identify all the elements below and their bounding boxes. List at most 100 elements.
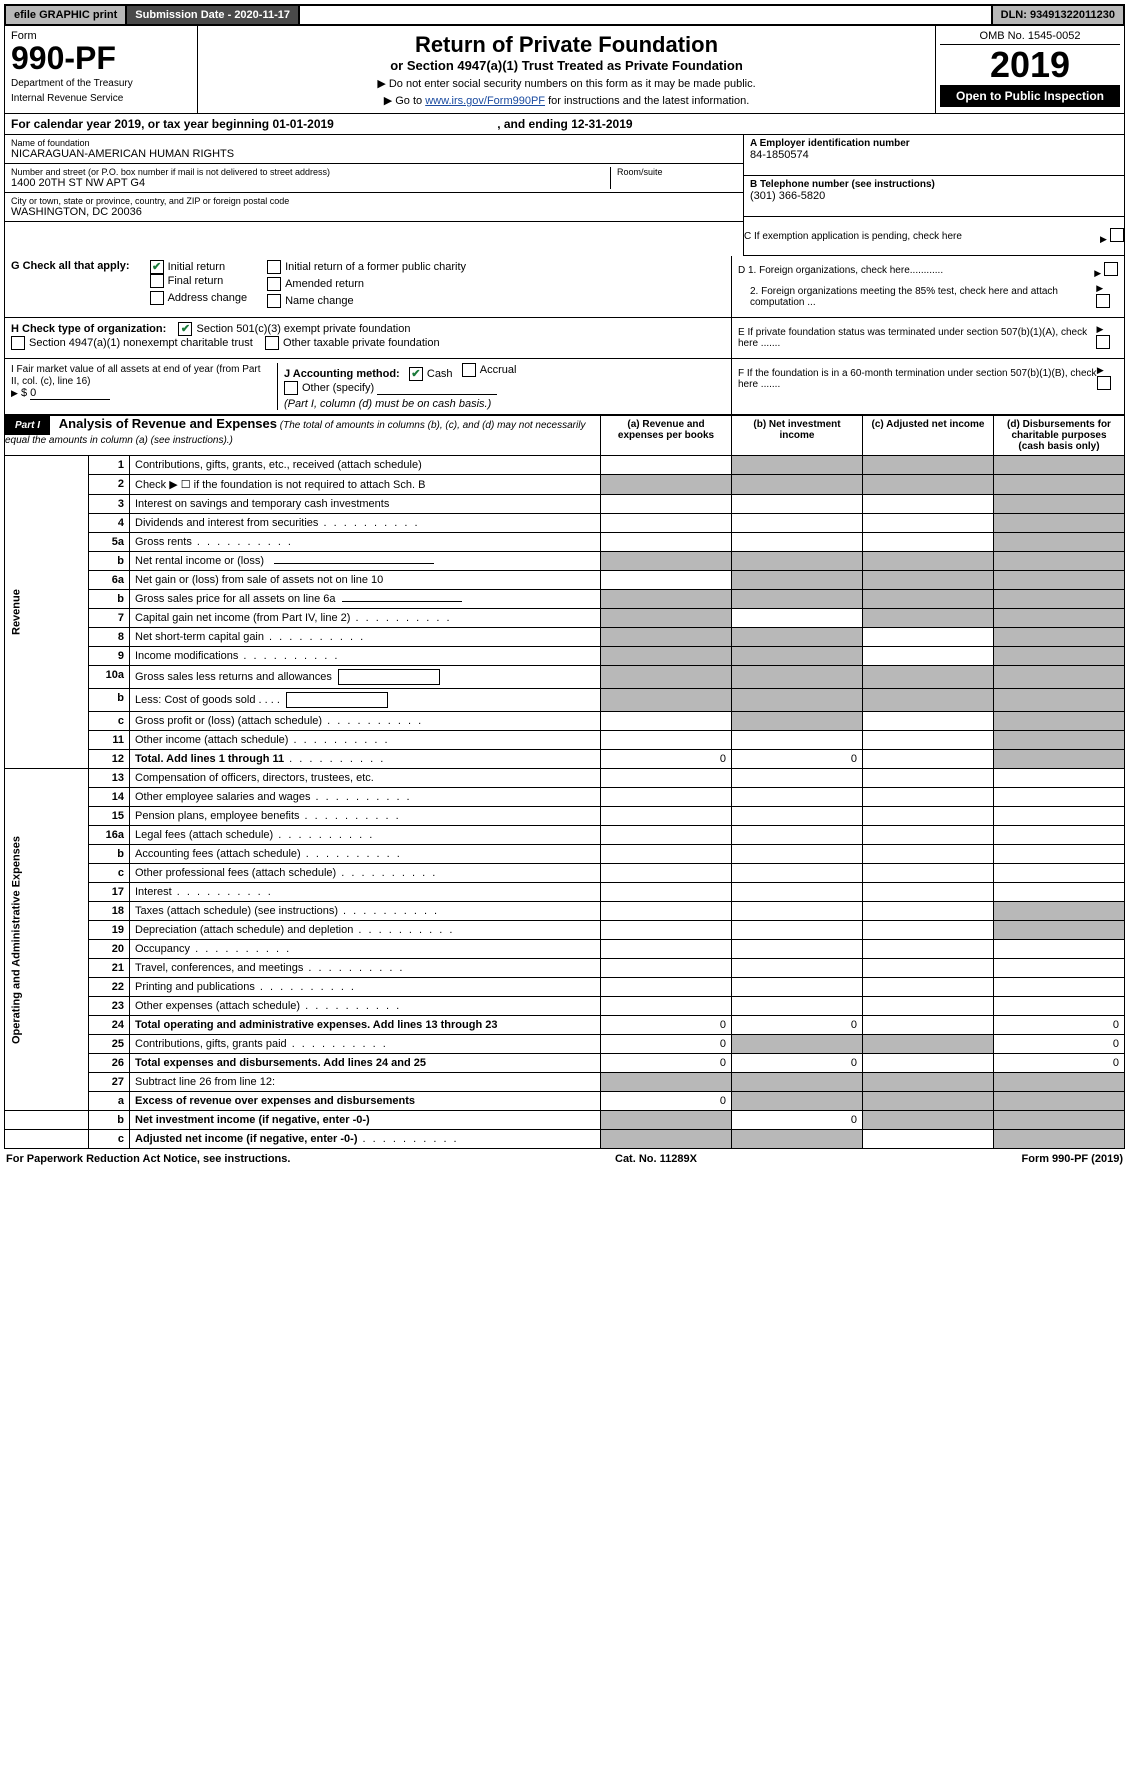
line-desc: Other professional fees (attach schedule… bbox=[130, 864, 601, 883]
cell-9d bbox=[994, 647, 1125, 666]
cell-8a bbox=[601, 628, 732, 647]
j-note: (Part I, column (d) must be on cash basi… bbox=[284, 398, 491, 410]
line-num: 22 bbox=[89, 978, 130, 997]
r27b-text: Net investment income (if negative, ente… bbox=[135, 1114, 370, 1126]
cell-7a bbox=[601, 609, 732, 628]
chk-name-box[interactable] bbox=[267, 294, 281, 308]
c-checkbox[interactable] bbox=[1110, 228, 1124, 242]
chk-amended-label: Amended return bbox=[285, 278, 364, 290]
row-22: 22Printing and publications bbox=[5, 978, 1125, 997]
row-26: 26Total expenses and disbursements. Add … bbox=[5, 1054, 1125, 1073]
phone-cell: B Telephone number (see instructions) (3… bbox=[744, 176, 1124, 217]
chk-initial[interactable]: Initial return bbox=[150, 260, 225, 274]
row-27b: bNet investment income (if negative, ent… bbox=[5, 1111, 1125, 1130]
cell-16ab bbox=[732, 826, 863, 845]
line-num: 16a bbox=[89, 826, 130, 845]
line-num: c bbox=[89, 712, 130, 731]
f-checkbox[interactable] bbox=[1097, 376, 1111, 390]
chk-cash-box[interactable] bbox=[409, 367, 423, 381]
cell-26b: 0 bbox=[732, 1054, 863, 1073]
chk-former-box[interactable] bbox=[267, 260, 281, 274]
line-num: 3 bbox=[89, 495, 130, 514]
line-num: b bbox=[89, 590, 130, 609]
chk-addr-change[interactable]: Address change bbox=[150, 291, 248, 305]
chk-initial-former[interactable]: Initial return of a former public charit… bbox=[267, 260, 466, 274]
cell-10ba bbox=[601, 689, 732, 712]
cell-7c bbox=[863, 609, 994, 628]
chk-final[interactable]: Final return bbox=[150, 274, 224, 288]
instruction-1: ▶ Do not enter social security numbers o… bbox=[204, 77, 929, 90]
chk-name-change[interactable]: Name change bbox=[267, 294, 354, 308]
line-desc: Check ▶ ☐ if the foundation is not requi… bbox=[130, 475, 601, 495]
irs-link[interactable]: www.irs.gov/Form990PF bbox=[425, 95, 545, 107]
r6b-text: Gross sales price for all assets on line… bbox=[135, 593, 336, 605]
spacer bbox=[300, 6, 991, 24]
cal-pre: For calendar year 2019, or tax year begi… bbox=[11, 117, 272, 131]
chk-501c3-label: Section 501(c)(3) exempt private foundat… bbox=[196, 323, 410, 335]
line-num: b bbox=[89, 845, 130, 864]
cell-16ac bbox=[863, 826, 994, 845]
chk-cash[interactable]: Cash bbox=[409, 367, 453, 381]
submission-date: Submission Date - 2020-11-17 bbox=[127, 6, 300, 24]
chk-501c3-box[interactable] bbox=[178, 322, 192, 336]
chk-4947-box[interactable] bbox=[11, 336, 25, 350]
open-inspection: Open to Public Inspection bbox=[940, 85, 1120, 107]
line-desc: Net rental income or (loss) bbox=[130, 552, 601, 571]
cell-18c bbox=[863, 902, 994, 921]
r27c-text: Adjusted net income (if negative, enter … bbox=[135, 1133, 357, 1145]
cell-23c bbox=[863, 997, 994, 1016]
chk-accrual[interactable]: Accrual bbox=[462, 363, 517, 377]
line-num: 8 bbox=[89, 628, 130, 647]
part1-title: Analysis of Revenue and Expenses bbox=[53, 416, 277, 431]
cell-1a bbox=[601, 456, 732, 475]
chk-other-method[interactable]: Other (specify) bbox=[284, 381, 374, 395]
cell-25d: 0 bbox=[994, 1035, 1125, 1054]
d1-checkbox[interactable] bbox=[1104, 262, 1118, 276]
chk-other-label: Other taxable private foundation bbox=[283, 337, 440, 349]
chk-501c3[interactable]: Section 501(c)(3) exempt private foundat… bbox=[178, 322, 410, 336]
ij-left: I Fair market value of all assets at end… bbox=[5, 359, 732, 414]
instr2-post: for instructions and the latest informat… bbox=[545, 95, 749, 107]
dept-treasury: Department of the Treasury bbox=[11, 78, 191, 89]
cell-17b bbox=[732, 883, 863, 902]
cell-6aa bbox=[601, 571, 732, 590]
row-19: 19Depreciation (attach schedule) and dep… bbox=[5, 921, 1125, 940]
city-cell: City or town, state or province, country… bbox=[5, 193, 743, 222]
line-desc: Legal fees (attach schedule) bbox=[130, 826, 601, 845]
arrow-icon bbox=[11, 387, 18, 399]
line-num: 13 bbox=[89, 769, 130, 788]
part1-header-row: Part I Analysis of Revenue and Expenses … bbox=[5, 416, 1125, 456]
line-desc: Income modifications bbox=[130, 647, 601, 666]
d2-checkbox[interactable] bbox=[1096, 294, 1110, 308]
cell-11c bbox=[863, 731, 994, 750]
blank bbox=[5, 1111, 89, 1130]
cell-6ab bbox=[732, 571, 863, 590]
part1-label: Part I bbox=[5, 416, 50, 435]
cell-4d bbox=[994, 514, 1125, 533]
cell-6ac bbox=[863, 571, 994, 590]
chk-amended[interactable]: Amended return bbox=[267, 277, 364, 291]
cell-27ac bbox=[863, 1092, 994, 1111]
chk-accrual-box[interactable] bbox=[462, 363, 476, 377]
row-16b: bAccounting fees (attach schedule) bbox=[5, 845, 1125, 864]
chk-initial-box[interactable] bbox=[150, 260, 164, 274]
chk-addr-box[interactable] bbox=[150, 291, 164, 305]
line-desc: Net investment income (if negative, ente… bbox=[130, 1111, 601, 1130]
e-checkbox[interactable] bbox=[1096, 335, 1110, 349]
chk-other-box[interactable] bbox=[265, 336, 279, 350]
efile-label[interactable]: efile GRAPHIC print bbox=[6, 6, 127, 24]
cell-27b bbox=[732, 1073, 863, 1092]
cell-12a: 0 bbox=[601, 750, 732, 769]
chk-othermethod-box[interactable] bbox=[284, 381, 298, 395]
chk-final-box[interactable] bbox=[150, 274, 164, 288]
chk-amended-box[interactable] bbox=[267, 277, 281, 291]
r12-text: Total. Add lines 1 through 11 bbox=[135, 753, 284, 765]
chk-4947[interactable]: Section 4947(a)(1) nonexempt charitable … bbox=[11, 336, 253, 350]
cell-10ac bbox=[863, 666, 994, 689]
i-value: 0 bbox=[30, 387, 110, 400]
r10a-box bbox=[338, 669, 440, 685]
chk-other-tax[interactable]: Other taxable private foundation bbox=[265, 336, 440, 350]
g-label: G Check all that apply: bbox=[11, 260, 130, 272]
arrow-icon bbox=[1100, 233, 1107, 245]
line-desc: Gross profit or (loss) (attach schedule) bbox=[130, 712, 601, 731]
